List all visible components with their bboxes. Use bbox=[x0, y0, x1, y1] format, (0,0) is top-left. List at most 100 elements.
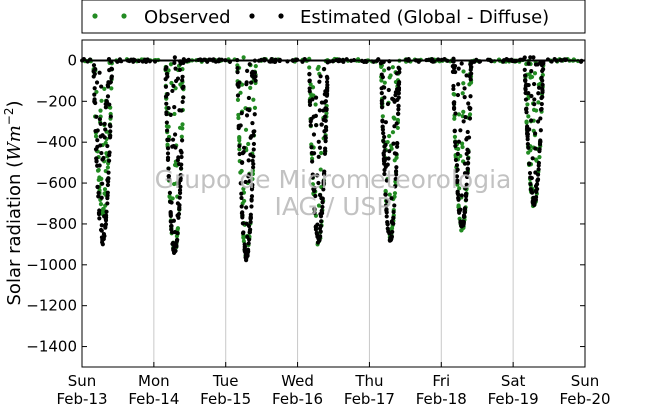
estimated-point bbox=[461, 119, 466, 124]
estimated-point bbox=[530, 156, 535, 161]
estimated-point bbox=[106, 170, 111, 175]
estimated-point bbox=[245, 68, 250, 73]
estimated-point bbox=[529, 93, 534, 99]
observed-point bbox=[164, 124, 170, 129]
estimated-point bbox=[536, 160, 542, 166]
estimated-point bbox=[102, 233, 107, 239]
estimated-point bbox=[380, 127, 386, 132]
estimated-point bbox=[251, 75, 257, 80]
estimated-point bbox=[239, 111, 244, 116]
x-tick-label-day: Thu bbox=[354, 372, 383, 390]
estimated-point bbox=[382, 148, 387, 154]
observed-point bbox=[179, 134, 184, 139]
estimated-point bbox=[177, 190, 183, 196]
estimated-point bbox=[533, 183, 539, 189]
observed-point bbox=[250, 171, 256, 177]
estimated-point bbox=[167, 190, 173, 195]
estimated-point bbox=[107, 153, 112, 158]
estimated-point bbox=[523, 78, 528, 83]
estimated-point bbox=[530, 190, 535, 195]
observed-point bbox=[390, 130, 396, 135]
estimated-point bbox=[314, 123, 319, 128]
estimated-point bbox=[311, 114, 316, 119]
y-tick-label: −400 bbox=[36, 133, 77, 151]
estimated-point bbox=[394, 121, 399, 126]
estimated-point bbox=[96, 194, 101, 199]
estimated-point bbox=[467, 116, 473, 121]
estimated-point bbox=[100, 181, 105, 186]
estimated-point bbox=[244, 221, 249, 226]
estimated-point bbox=[175, 201, 180, 206]
estimated-point bbox=[242, 247, 247, 252]
observed-point bbox=[390, 65, 395, 70]
estimated-point bbox=[244, 80, 249, 85]
observed-point bbox=[525, 102, 530, 107]
estimated-point bbox=[235, 70, 240, 75]
x-tick-label-day: Sat bbox=[501, 372, 526, 390]
estimated-point bbox=[252, 112, 257, 117]
estimated-point bbox=[323, 148, 328, 153]
estimated-point bbox=[381, 152, 386, 158]
observed-point bbox=[310, 85, 316, 90]
estimated-point bbox=[533, 188, 539, 193]
estimated-point bbox=[249, 204, 254, 209]
estimated-point bbox=[246, 158, 251, 163]
estimated-point bbox=[523, 87, 528, 92]
estimated-point bbox=[239, 204, 244, 209]
estimated-point bbox=[325, 79, 330, 85]
estimated-point bbox=[523, 97, 529, 102]
estimated-point bbox=[174, 78, 179, 84]
estimated-point bbox=[251, 141, 257, 147]
observed-point bbox=[253, 64, 258, 69]
estimated-point bbox=[92, 86, 97, 91]
observed-point bbox=[457, 186, 462, 191]
estimated-point bbox=[322, 169, 327, 174]
estimated-point bbox=[465, 129, 470, 135]
y-axis-label-exponent: −2 bbox=[2, 108, 16, 126]
estimated-point bbox=[103, 127, 108, 132]
estimated-point bbox=[323, 128, 329, 133]
x-tick-label-date: Feb-19 bbox=[488, 390, 539, 408]
observed-point bbox=[467, 82, 472, 87]
estimated-point bbox=[316, 180, 321, 186]
estimated-point bbox=[453, 143, 458, 149]
estimated-point bbox=[172, 105, 177, 110]
estimated-point bbox=[251, 165, 256, 170]
estimated-point bbox=[247, 179, 252, 184]
estimated-point bbox=[459, 222, 464, 227]
estimated-point bbox=[524, 82, 529, 87]
estimated-point bbox=[525, 134, 530, 139]
estimated-point bbox=[527, 161, 532, 167]
estimated-point bbox=[528, 187, 533, 192]
observed-point bbox=[313, 102, 318, 107]
estimated-point bbox=[319, 208, 324, 213]
estimated-point bbox=[91, 63, 97, 68]
estimated-point bbox=[105, 195, 110, 201]
estimated-point bbox=[316, 139, 321, 144]
observed-point bbox=[98, 108, 103, 113]
x-tick-label-date: Feb-18 bbox=[416, 390, 467, 408]
observed-point bbox=[98, 201, 104, 207]
estimated-point bbox=[241, 145, 247, 150]
estimated-point bbox=[394, 172, 399, 177]
estimated-point bbox=[524, 106, 529, 111]
estimated-point bbox=[462, 95, 467, 100]
estimated-point bbox=[387, 149, 392, 154]
estimated-point bbox=[171, 83, 176, 89]
estimated-point bbox=[319, 100, 324, 105]
estimated-point bbox=[105, 190, 110, 195]
estimated-point bbox=[319, 219, 324, 224]
estimated-point bbox=[524, 110, 529, 115]
estimated-point bbox=[386, 87, 391, 93]
estimated-point bbox=[247, 62, 252, 67]
estimated-point bbox=[523, 73, 528, 78]
observed-point bbox=[177, 125, 183, 130]
estimated-point bbox=[466, 160, 471, 166]
estimated-point bbox=[312, 210, 317, 215]
estimated-point bbox=[96, 190, 101, 195]
estimated-point bbox=[176, 181, 182, 186]
estimated-point bbox=[463, 193, 468, 198]
estimated-point bbox=[240, 151, 245, 156]
x-tick-label-date: Feb-17 bbox=[344, 390, 395, 408]
estimated-point bbox=[383, 192, 388, 197]
